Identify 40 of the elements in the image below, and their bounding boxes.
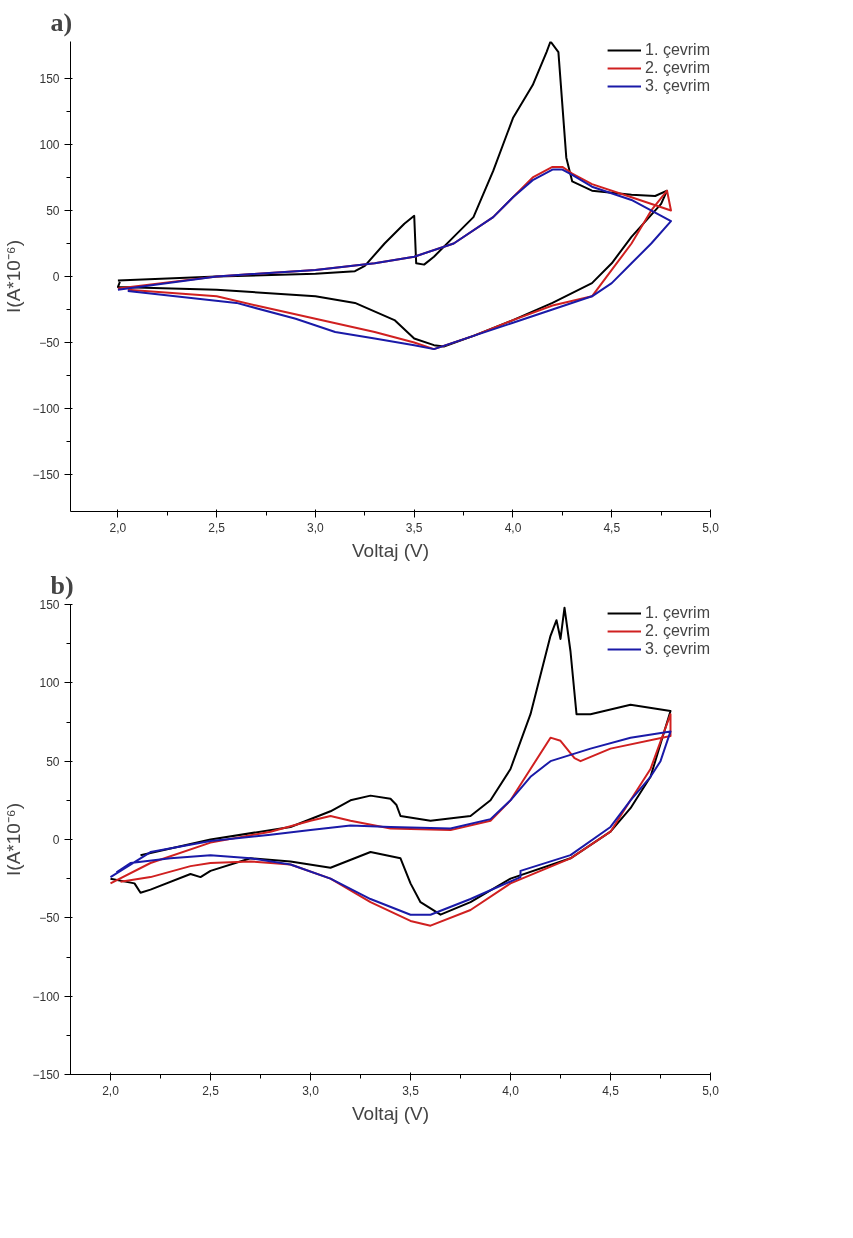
x-axis-title: Voltaj (V)	[351, 539, 430, 561]
x-axis-title: Voltaj (V)	[351, 1102, 430, 1124]
y-tick-label: −150	[32, 1068, 60, 1082]
x-tick-label: 3,0	[307, 520, 325, 535]
chart-title: a)	[50, 7, 73, 37]
y-tick-label: −100	[32, 402, 60, 417]
legend-label: 2. çevrim	[645, 622, 710, 640]
x-tick-label: 4,5	[603, 520, 621, 535]
y-tick-label: −50	[39, 336, 60, 351]
x-tick-label: 2,0	[109, 520, 127, 535]
legend-label: 1. çevrim	[645, 604, 710, 622]
y-tick-label: 50	[46, 754, 60, 769]
x-tick-label: 5,0	[702, 1083, 720, 1098]
y-tick-label: −50	[39, 911, 60, 926]
y-axis-title: I(A*10⁻⁶)	[3, 240, 25, 313]
x-tick-label: 4,5	[602, 1083, 620, 1098]
legend-label: 1. çevrim	[645, 41, 710, 59]
y-tick-label: −100	[32, 989, 60, 1004]
x-tick-label: 5,0	[702, 520, 720, 535]
x-tick-label: 3,0	[302, 1083, 320, 1098]
x-tick-label: 2,5	[208, 520, 226, 535]
x-tick-label: 3,5	[402, 1083, 420, 1098]
y-tick-label: 0	[52, 833, 60, 847]
x-tick-label: 4,0	[502, 1083, 520, 1098]
y-tick-label: 150	[39, 598, 60, 612]
legend-label: 3. çevrim	[645, 77, 710, 95]
y-tick-label: 100	[39, 137, 60, 152]
legend-label: 2. çevrim	[645, 59, 710, 77]
y-axis-title: I(A*10⁻⁶)	[3, 803, 25, 876]
legend-label: 3. çevrim	[645, 640, 710, 658]
x-tick-label: 4,0	[504, 520, 522, 535]
y-tick-label: 0	[52, 270, 60, 284]
chart-title: b)	[50, 570, 74, 600]
x-tick-label: 3,5	[405, 520, 423, 535]
y-tick-label: 150	[39, 71, 60, 86]
x-tick-label: 2,0	[102, 1083, 120, 1098]
y-tick-label: 100	[39, 676, 60, 691]
y-tick-label: −150	[32, 468, 60, 483]
x-tick-label: 2,5	[202, 1083, 220, 1098]
y-tick-label: 50	[46, 203, 60, 218]
